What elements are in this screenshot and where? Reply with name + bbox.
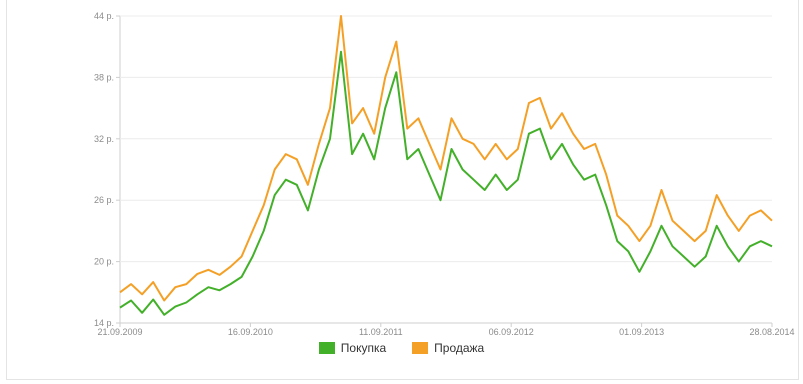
legend-swatch-sell <box>412 342 429 354</box>
y-tick-label: 44 р. <box>94 11 114 21</box>
y-tick-label: 38 р. <box>94 72 114 82</box>
x-tick-label: 28.08.2014 <box>749 327 794 337</box>
legend-swatch-buy <box>318 342 335 354</box>
x-tick-label: 06.09.2012 <box>489 327 534 337</box>
x-tick-label: 11.09.2011 <box>359 327 403 337</box>
x-tick-label: 21.09.2009 <box>97 327 142 337</box>
x-tick-label: 16.09.2010 <box>228 327 273 337</box>
chart-frame <box>6 0 799 380</box>
legend-label-buy: Покупка <box>340 341 387 355</box>
x-tick-label: 01.09.2013 <box>619 327 664 337</box>
series-line-buy <box>119 50 773 316</box>
y-tick-label: 32 р. <box>94 134 114 144</box>
legend-item-buy[interactable]: Покупка <box>318 341 387 355</box>
legend-item-sell[interactable]: Продажа <box>412 341 484 355</box>
series-line-sell <box>119 15 773 302</box>
y-tick-label: 20 р. <box>94 257 114 267</box>
legend: Покупка Продажа <box>0 341 803 355</box>
y-tick-label: 14 р. <box>94 318 114 328</box>
y-tick-label: 26 р. <box>94 195 114 205</box>
legend-label-sell: Продажа <box>434 341 485 355</box>
